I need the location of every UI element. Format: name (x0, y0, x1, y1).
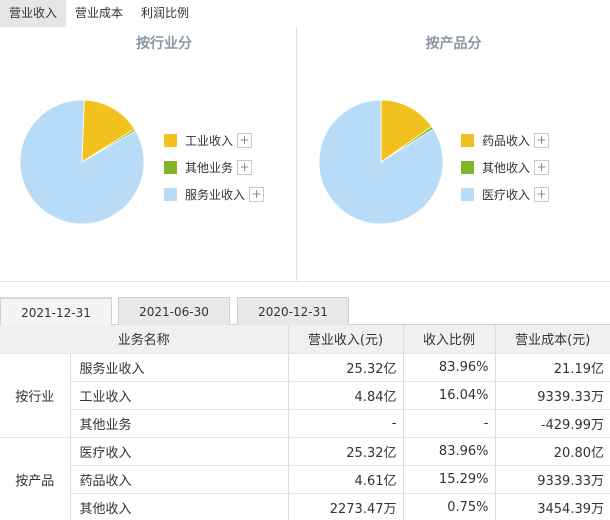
legend-label: 其他业务 (185, 161, 234, 175)
row-ratio: - (403, 409, 496, 438)
row-ratio: 0.75% (403, 493, 496, 520)
table-row: 工业收入 4.84亿 16.04% 9339.33万 (0, 381, 610, 410)
date-tab-bar: 2021-12-31 2021-06-30 2020-12-31 (0, 297, 610, 325)
table-row: 按行业 服务业收入 25.32亿 83.96% 21.19亿 (0, 353, 610, 438)
row-revenue: 25.32亿 (288, 353, 404, 382)
tab-date-2021-12-31[interactable]: 2021-12-31 (0, 297, 112, 325)
legend-swatch (164, 134, 177, 147)
row-name: 药品收入 (70, 465, 289, 494)
row-name: 服务业收入 (70, 353, 289, 382)
row-name: 医疗收入 (70, 436, 289, 466)
row-revenue: 25.32亿 (288, 436, 404, 466)
legend-swatch (461, 134, 474, 147)
row-revenue: - (288, 409, 404, 438)
table-row: 其他收入 2273.47万 0.75% 3454.39万 (0, 493, 610, 520)
top-tab-bar: 营业收入 营业成本 利润比例 (0, 0, 610, 27)
legend-label: 服务业收入 (185, 188, 246, 202)
row-name: 工业收入 (70, 381, 289, 410)
table-header-row: 业务名称 营业收入(元) 收入比例 营业成本(元) (0, 325, 610, 354)
industry-legend: 工业收入 + 其他业务 + 服务业收入 + (164, 127, 265, 208)
expand-plus-icon[interactable]: + (249, 187, 265, 202)
product-chart-title: 按产品分 (425, 36, 482, 52)
legend-item-service: 服务业收入 + (164, 181, 265, 208)
industry-chart-panel: 按行业分 工业收入 + 其他业务 + 服务业收入 + (0, 27, 297, 282)
expand-plus-icon[interactable]: + (534, 133, 550, 148)
legend-label: 药品收入 (482, 134, 531, 148)
row-ratio: 83.96% (403, 353, 496, 382)
tab-date-2020-12-31[interactable]: 2020-12-31 (237, 297, 349, 325)
row-cost: 21.19亿 (495, 353, 610, 382)
row-revenue: 2273.47万 (288, 493, 404, 520)
row-ratio: 15.29% (403, 465, 496, 494)
table-row: 其他业务 - - -429.99万 (0, 409, 610, 438)
row-ratio: 16.04% (403, 381, 496, 410)
row-name: 其他业务 (70, 409, 289, 438)
tab-cost[interactable]: 营业成本 (75, 6, 124, 20)
expand-plus-icon[interactable]: + (237, 160, 253, 175)
product-pie-chart (318, 99, 444, 225)
product-legend: 药品收入 + 其他收入 + 医疗收入 + (461, 127, 550, 208)
legend-swatch (461, 161, 474, 174)
expand-plus-icon[interactable]: + (237, 133, 253, 148)
header-ratio: 收入比例 (403, 325, 496, 354)
table-row: 按产品 医疗收入 25.32亿 83.96% 20.80亿 (0, 436, 610, 520)
legend-label: 工业收入 (185, 134, 234, 148)
legend-label: 其他收入 (482, 161, 531, 175)
industry-pie-chart (19, 99, 145, 225)
legend-label: 医疗收入 (482, 188, 531, 202)
header-business-name: 业务名称 (0, 325, 289, 354)
legend-item-other-business: 其他业务 + (164, 154, 264, 181)
group-label-industry: 按行业 (0, 353, 71, 438)
legend-item-other-income: 其他收入 + (461, 154, 550, 181)
legend-item-medical: 医疗收入 + (461, 181, 550, 208)
pie-slice-药品收入[interactable] (380, 99, 433, 163)
tab-profit-ratio[interactable]: 利润比例 (141, 6, 190, 20)
row-cost: 20.80亿 (495, 436, 610, 466)
legend-swatch (164, 161, 177, 174)
chart-panels: 按行业分 工业收入 + 其他业务 + 服务业收入 + 按产品分 (0, 27, 610, 282)
pie-slice-服务业收入[interactable] (19, 99, 145, 225)
tab-date-2021-06-30[interactable]: 2021-06-30 (118, 297, 230, 325)
revenue-breakdown-table: 业务名称 营业收入(元) 收入比例 营业成本(元) 按行业 服务业收入 25.3… (0, 325, 610, 520)
legend-item-industrial: 工业收入 + (164, 127, 264, 154)
row-revenue: 4.61亿 (288, 465, 404, 494)
expand-plus-icon[interactable]: + (534, 160, 550, 175)
row-cost: 9339.33万 (495, 381, 610, 410)
row-cost: -429.99万 (495, 409, 610, 438)
legend-swatch (164, 188, 177, 201)
row-name: 其他收入 (70, 493, 289, 520)
product-chart-panel: 按产品分 药品收入 + 其他收入 + 医疗收入 + (297, 27, 610, 282)
row-cost: 9339.33万 (495, 465, 610, 494)
row-revenue: 4.84亿 (288, 381, 404, 410)
group-label-product: 按产品 (0, 436, 71, 520)
header-cost: 营业成本(元) (495, 325, 610, 354)
expand-plus-icon[interactable]: + (534, 187, 550, 202)
pie-slice-医疗收入[interactable] (318, 99, 444, 225)
tab-revenue[interactable]: 营业收入 (0, 0, 67, 27)
row-ratio: 83.96% (403, 436, 496, 466)
industry-chart-title: 按行业分 (136, 36, 192, 52)
row-cost: 3454.39万 (495, 493, 610, 520)
table-row: 药品收入 4.61亿 15.29% 9339.33万 (0, 465, 610, 494)
legend-swatch (461, 188, 474, 201)
legend-item-drug: 药品收入 + (461, 127, 550, 154)
header-revenue: 营业收入(元) (288, 325, 404, 354)
